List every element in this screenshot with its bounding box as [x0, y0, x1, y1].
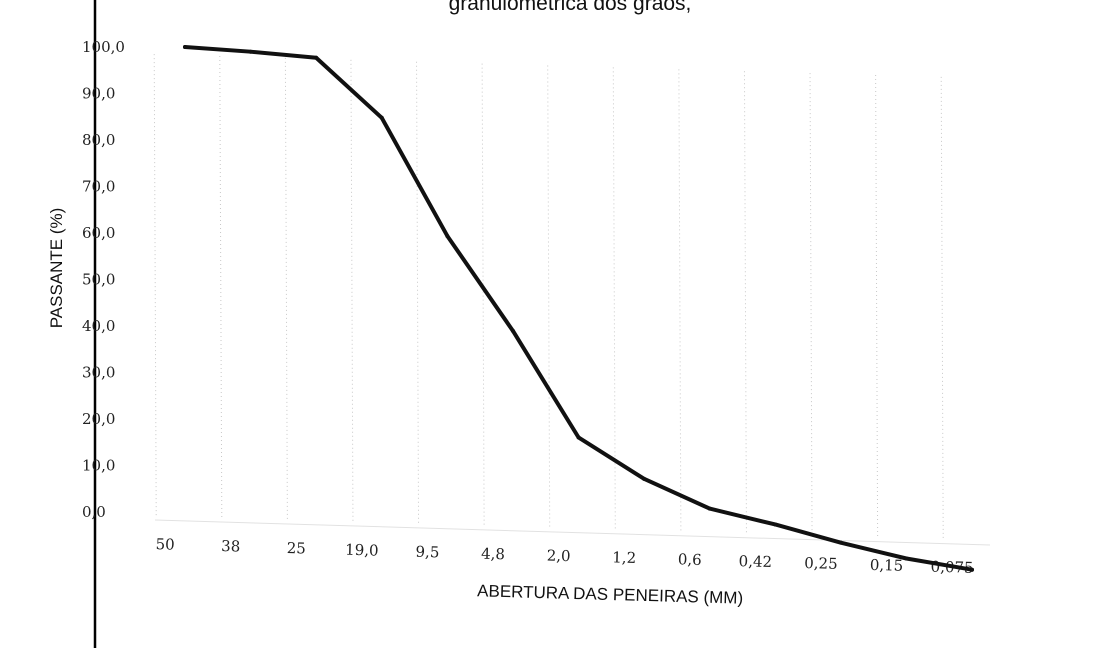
grid-line	[416, 61, 420, 523]
grid-line	[612, 67, 616, 529]
data-point	[248, 49, 253, 54]
y-tick-label: 70,0	[82, 178, 115, 196]
data-point	[773, 522, 778, 527]
series-line	[183, 45, 974, 572]
data-point	[510, 328, 515, 333]
data-point	[904, 556, 909, 561]
grid-line	[547, 65, 551, 527]
y-tick-label: 50,0	[82, 271, 115, 289]
y-tick-label: 0,0	[82, 503, 106, 521]
x-tick-label: 50	[155, 535, 175, 554]
data-point	[838, 540, 843, 545]
x-axis-baseline	[154, 519, 991, 546]
y-tick-label: 10,0	[82, 457, 115, 475]
y-tick-label: 80,0	[82, 131, 115, 149]
chart-title: granulométrica dos grãos,	[449, 0, 692, 15]
grid-line	[809, 73, 813, 535]
grid-lines	[153, 54, 944, 538]
x-tick-label: 4,8	[481, 545, 505, 564]
grid-line	[940, 76, 944, 538]
x-tick-label: 9,5	[415, 543, 439, 562]
grid-line	[678, 69, 682, 531]
x-tick-labels: 50 38 25 19,0 9,5 4,8 2,0 1,2 0,6 0,42 0,25 0,15 0,0…	[155, 535, 974, 577]
y-tick-label: 20,0	[82, 410, 115, 428]
grid-line	[153, 54, 157, 516]
y-tick-label: 90,0	[82, 85, 115, 103]
y-tick-label: 40,0	[82, 317, 115, 335]
grid-line	[481, 63, 485, 525]
grid-line	[219, 56, 223, 518]
series-group	[183, 45, 974, 572]
y-tick-label: 60,0	[82, 224, 115, 242]
data-point	[642, 476, 647, 481]
x-tick-label: 38	[221, 537, 241, 556]
x-tick-label: 0,6	[678, 550, 702, 569]
x-tick-label: 0,25	[804, 554, 838, 573]
grid-line	[743, 71, 747, 533]
y-tick-labels: 0,0 10,0 20,0 30,0 40,0 50,0 60,0 70,0 80,0 90,0 1…	[82, 38, 125, 521]
grid-line	[875, 75, 879, 537]
y-tick-label: 100,0	[82, 38, 125, 56]
data-point	[576, 435, 581, 440]
y-tick-label: 30,0	[82, 364, 115, 382]
x-axis-title: ABERTURA DAS PENEIRAS (MM)	[477, 581, 744, 607]
x-tick-label: 25	[287, 539, 307, 558]
grid-line	[350, 59, 354, 521]
x-tick-label: 19,0	[345, 541, 379, 560]
x-tick-label: 0,15	[870, 556, 904, 575]
x-tick-label: 1,2	[612, 548, 636, 567]
y-axis-title: PASSANTE (%)	[47, 208, 66, 329]
x-tick-label: 2,0	[546, 547, 570, 566]
data-point	[314, 55, 319, 60]
data-point	[970, 567, 974, 572]
grid-line	[284, 57, 288, 519]
data-point	[379, 115, 384, 120]
data-point	[707, 506, 712, 511]
data-point	[445, 233, 450, 238]
data-point	[183, 45, 187, 49]
x-tick-label: 0,42	[738, 552, 772, 571]
